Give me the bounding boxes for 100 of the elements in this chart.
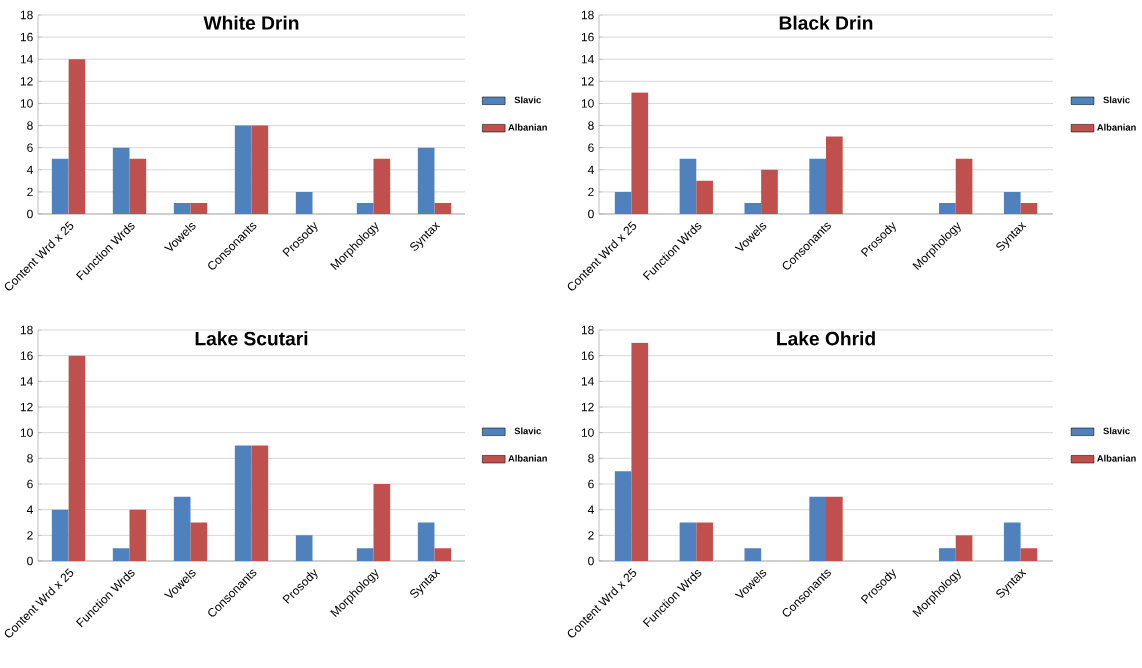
y-tick-label: 12 — [581, 402, 594, 412]
y-tick-label: 18 — [581, 10, 594, 20]
y-tick-label: 2 — [27, 187, 33, 197]
bar — [679, 158, 697, 214]
y-tick-label: 2 — [588, 531, 594, 540]
bar — [417, 522, 435, 561]
bar — [417, 147, 435, 214]
bar — [190, 522, 208, 561]
y-tick-label: 12 — [20, 402, 33, 412]
y-tick-label: 4 — [26, 505, 33, 514]
y-tick-label: 2 — [588, 187, 594, 197]
bar — [173, 496, 191, 561]
bar — [295, 191, 313, 214]
y-tick-label: 18 — [20, 10, 33, 20]
bar — [614, 191, 632, 214]
legend-label: Albanian — [1097, 123, 1136, 131]
y-tick-label: 6 — [588, 143, 594, 152]
y-tick-label: 2 — [27, 531, 33, 540]
bar — [955, 535, 973, 561]
bar — [234, 445, 252, 561]
legend-label: Slavic — [514, 96, 541, 104]
chart-title: Lake Ohrid — [777, 331, 875, 346]
bar — [1020, 202, 1038, 214]
bar — [744, 548, 762, 561]
y-tick-label: 12 — [20, 77, 33, 86]
bar — [251, 125, 269, 214]
bar — [434, 548, 452, 561]
legend-label: Slavic — [1103, 427, 1130, 435]
bar — [696, 180, 713, 214]
y-tick-label: 18 — [20, 325, 33, 335]
y-tick-label: 8 — [588, 121, 594, 130]
bar — [761, 169, 778, 214]
y-tick-label: 14 — [20, 55, 33, 64]
bar — [679, 522, 697, 561]
bar — [826, 136, 843, 214]
bar — [295, 535, 313, 561]
bar — [939, 548, 956, 561]
bar — [631, 92, 649, 214]
legend-label: Albanian — [508, 123, 547, 131]
bar — [234, 125, 252, 214]
y-tick-label: 6 — [588, 479, 594, 489]
y-tick-label: 10 — [581, 428, 594, 437]
y-tick-label: 0 — [588, 209, 594, 219]
y-tick-label: 14 — [581, 377, 594, 386]
y-tick-label: 4 — [26, 165, 33, 174]
bar — [809, 158, 827, 214]
bar — [112, 548, 130, 561]
y-tick-label: 12 — [581, 77, 594, 86]
y-tick-label: 14 — [20, 377, 33, 386]
bar — [744, 202, 762, 214]
bar — [809, 496, 827, 561]
y-tick-label: 14 — [581, 55, 594, 64]
bar — [373, 158, 391, 214]
y-tick-label: 10 — [20, 428, 33, 437]
bar — [129, 509, 147, 561]
bar — [129, 158, 147, 214]
bar — [190, 202, 208, 214]
y-tick-label: 0 — [27, 556, 33, 566]
y-tick-label: 18 — [581, 325, 594, 335]
legend-label: Slavic — [1103, 96, 1130, 104]
y-tick-label: 10 — [20, 99, 33, 108]
y-tick-label: 8 — [27, 454, 33, 463]
chart-title: Black Drin — [779, 15, 873, 30]
bar — [434, 202, 452, 214]
y-tick-label: 6 — [27, 479, 33, 489]
y-tick-label: 16 — [20, 351, 33, 360]
bar — [51, 158, 69, 214]
y-tick-label: 16 — [581, 351, 594, 360]
y-tick-label: 0 — [27, 209, 33, 219]
bar — [696, 522, 713, 561]
y-tick-label: 10 — [581, 99, 594, 108]
y-tick-label: 6 — [27, 143, 33, 152]
y-tick-label: 4 — [587, 165, 594, 174]
y-tick-label: 0 — [588, 556, 594, 566]
y-tick-label: 16 — [20, 32, 33, 42]
legend-label: Slavic — [514, 427, 541, 435]
bar — [373, 484, 391, 561]
y-tick-label: 4 — [587, 505, 594, 514]
bar — [68, 355, 86, 561]
bar — [1003, 191, 1021, 214]
bar — [51, 509, 69, 561]
y-tick-label: 8 — [588, 454, 594, 463]
bar — [356, 548, 374, 561]
bar — [1003, 522, 1021, 561]
chart-title: Lake Scutari — [195, 331, 308, 346]
bar — [251, 445, 269, 561]
legend-label: Albanian — [508, 454, 547, 462]
bar — [68, 59, 86, 214]
bar — [826, 496, 843, 561]
legend-label: Albanian — [1097, 454, 1136, 462]
bar — [939, 202, 956, 214]
bar — [356, 202, 374, 214]
chart-title: White Drin — [203, 15, 299, 30]
bar — [112, 147, 130, 214]
bar — [631, 342, 649, 561]
bar — [1020, 548, 1038, 561]
bar — [955, 158, 973, 214]
bar — [614, 471, 632, 561]
bar — [173, 202, 191, 214]
y-tick-label: 8 — [27, 121, 33, 130]
